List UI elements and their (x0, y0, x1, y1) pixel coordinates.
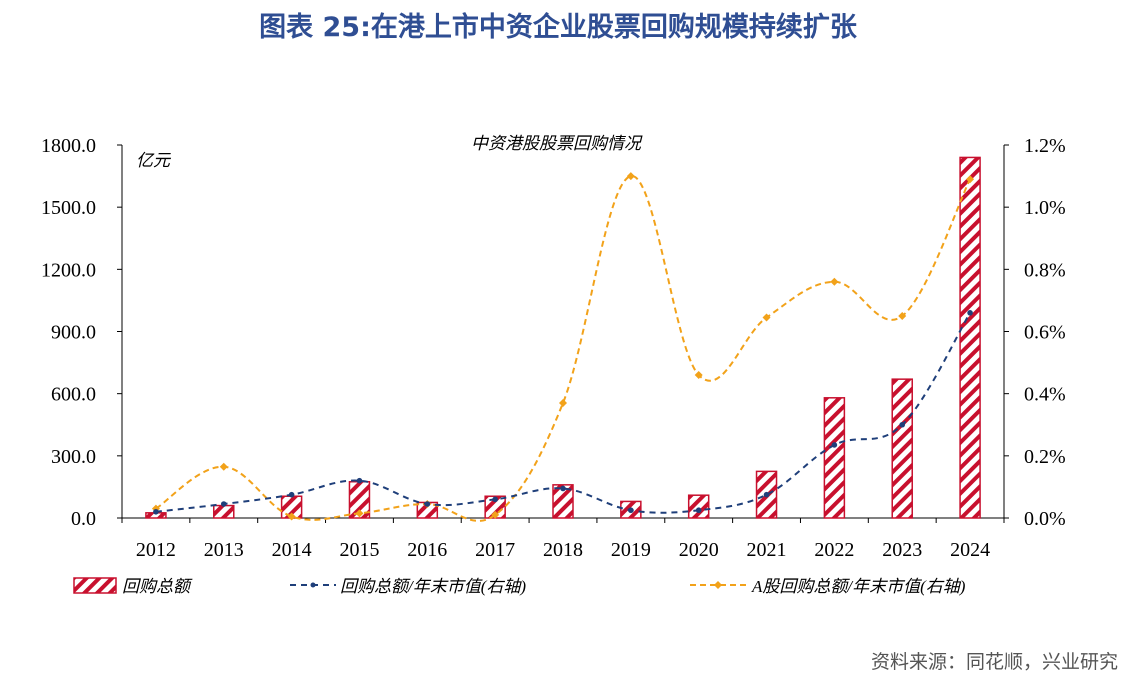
x-tick-label: 2015 (339, 539, 379, 561)
x-tick-label: 2014 (272, 539, 312, 561)
right-tick-label: 1.0% (1024, 197, 1066, 219)
legend: 回购总额 回购总额/年末市值(右轴) A股回购总额/年末市值(右轴) (73, 577, 966, 596)
a-share-ratio-point (219, 462, 228, 471)
line-series-a-share (151, 172, 975, 522)
x-tick-label: 2016 (407, 539, 447, 561)
bar (891, 378, 913, 519)
hk-ratio-point (153, 508, 159, 515)
a-share-ratio-point (898, 311, 907, 320)
x-tick-label: 2017 (475, 539, 515, 561)
hk-ratio-line (155, 312, 971, 514)
bar (823, 397, 846, 519)
left-axis-unit: 亿元 (136, 151, 172, 170)
left-tick-label: 900.0 (51, 322, 96, 344)
x-tick-label: 2023 (882, 539, 922, 561)
left-tick-label: 0.0 (71, 508, 96, 530)
legend-marker-orange (714, 581, 722, 589)
x-tick-label: 2019 (611, 539, 651, 561)
source-note: 资料来源：同花顺，兴业研究 (871, 651, 1118, 673)
legend-label-blue: 回购总额/年末市值(右轴) (340, 577, 526, 596)
a-share-ratio-point (694, 371, 703, 380)
a-share-ratio-point (491, 510, 500, 519)
right-tick-label: 0.6% (1024, 322, 1066, 344)
left-axis-ticks: 0.0 300.0 600.0 900.0 1200.0 1500.0 1800.0 (41, 135, 122, 530)
bar (687, 494, 710, 519)
a-share-ratio-point (559, 398, 567, 407)
hk-ratio-point (899, 421, 906, 428)
x-tick-label: 2024 (950, 539, 990, 561)
x-tick-label: 2020 (679, 539, 719, 561)
right-tick-label: 1.2% (1024, 135, 1066, 157)
a-share-ratio-point (287, 512, 296, 521)
chart-title: 中资港股股票回购情况 (471, 134, 643, 153)
x-axis-ticks: 2012 2013 2014 2015 2016 2017 2018 2019 2020 2021… (121, 518, 1005, 561)
right-tick-label: 0.0% (1024, 508, 1066, 530)
line-series-hk-ratio (153, 310, 973, 515)
x-tick-label: 2013 (204, 539, 244, 561)
a-share-ratio-point (966, 175, 975, 184)
legend-label-orange: A股回购总额/年末市值(右轴) (751, 577, 966, 596)
x-tick-label: 2018 (543, 539, 583, 561)
x-tick-label: 2012 (136, 539, 176, 561)
left-tick-label: 300.0 (51, 446, 96, 468)
bar (213, 504, 235, 519)
left-tick-label: 1800.0 (41, 135, 96, 157)
left-tick-label: 600.0 (51, 384, 96, 406)
legend-marker-blue (310, 582, 316, 588)
x-tick-label: 2021 (747, 539, 787, 561)
hk-ratio-point (220, 501, 227, 507)
a-share-ratio-line (155, 175, 971, 522)
hk-ratio-point (288, 491, 295, 498)
hk-ratio-point (356, 477, 363, 484)
hk-ratio-point (967, 310, 973, 316)
legend-label-bar: 回购总额 (122, 577, 193, 596)
right-tick-label: 0.2% (1024, 446, 1066, 468)
hk-ratio-point (492, 496, 498, 503)
left-tick-label: 1500.0 (41, 197, 96, 219)
right-tick-label: 0.4% (1024, 384, 1066, 406)
a-share-ratio-point (762, 313, 771, 322)
x-tick-label: 2022 (814, 539, 854, 561)
a-share-ratio-point (626, 172, 635, 181)
left-tick-label: 1200.0 (41, 259, 96, 281)
hk-ratio-point (560, 485, 566, 492)
a-share-ratio-point (830, 277, 839, 286)
legend-swatch-bar (73, 577, 117, 594)
hk-ratio-point (424, 501, 431, 507)
bar-series (145, 156, 981, 519)
hk-ratio-point (628, 507, 634, 514)
right-tick-label: 0.8% (1024, 259, 1066, 281)
axes (121, 145, 1005, 519)
bar (552, 484, 574, 519)
bar (959, 156, 981, 519)
a-share-ratio-point (355, 509, 364, 518)
hk-ratio-point (763, 491, 770, 498)
figure-title: 图表 25:在港上市中资企业股票回购规模持续扩张 (259, 11, 858, 43)
hk-ratio-point (831, 442, 838, 448)
right-axis-ticks: 0.0% 0.2% 0.4% 0.6% 0.8% 1.0% 1.2% (1004, 135, 1066, 530)
hk-ratio-point (695, 507, 702, 514)
